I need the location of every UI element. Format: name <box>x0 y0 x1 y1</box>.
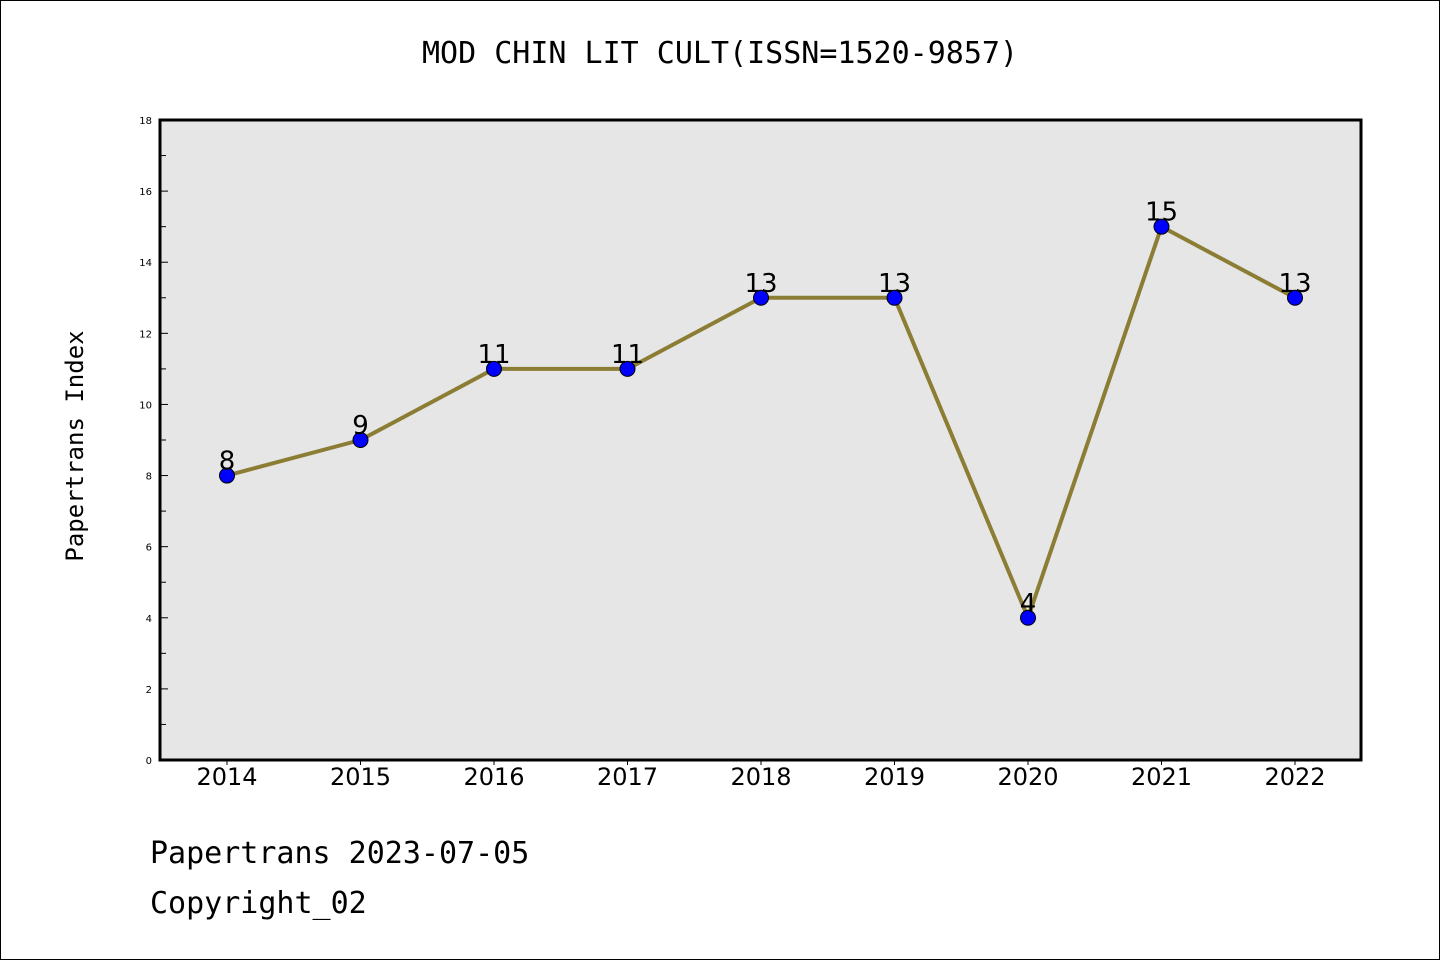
y-tick-label: 2 <box>146 685 152 696</box>
y-tick-label: 4 <box>146 614 152 625</box>
x-tick-label: 2021 <box>1131 763 1192 791</box>
x-tick-label: 2019 <box>864 763 925 791</box>
data-point <box>1153 218 1170 235</box>
data-label: 9 <box>352 411 369 441</box>
data-point <box>219 467 235 484</box>
data-label: 11 <box>611 340 644 370</box>
plot-area <box>160 120 1361 760</box>
data-point <box>753 289 769 306</box>
y-tick-label: 14 <box>139 258 152 269</box>
y-tick-label: 6 <box>146 543 152 554</box>
data-label: 11 <box>477 340 510 370</box>
y-tick-label: 18 <box>139 116 152 127</box>
x-tick-label: 2016 <box>463 763 524 791</box>
x-tick-label: 2015 <box>330 763 391 791</box>
footer-copyright: Copyright_02 <box>150 886 367 921</box>
y-tick-label: 0 <box>146 756 152 767</box>
chart-title: MOD CHIN LIT CULT(ISSN=1520-9857) <box>421 36 1019 71</box>
y-tick-label: 10 <box>139 400 152 411</box>
y-tick-label: 12 <box>139 329 152 340</box>
footer-date: Papertrans 2023-07-05 <box>150 836 530 871</box>
data-point <box>1287 289 1303 306</box>
data-point <box>1020 609 1036 626</box>
y-tick-label: 8 <box>146 472 152 483</box>
data-label: 13 <box>1278 269 1311 299</box>
data-label: 13 <box>744 269 777 299</box>
x-tick-label: 2017 <box>597 763 658 791</box>
data-label: 8 <box>219 447 236 477</box>
data-label: 13 <box>878 269 911 299</box>
x-tick-label: 2022 <box>1264 763 1325 791</box>
x-tick-label: 2020 <box>997 763 1058 791</box>
y-tick-label: 16 <box>139 187 152 198</box>
data-label: 4 <box>1020 589 1037 619</box>
data-label: 15 <box>1145 198 1178 228</box>
x-tick-label: 2014 <box>196 763 257 791</box>
plot-border <box>158 118 1363 762</box>
data-point <box>352 432 369 448</box>
data-point <box>619 360 636 377</box>
data-point <box>886 289 903 306</box>
data-point <box>486 360 502 377</box>
x-tick-label: 2018 <box>730 763 791 791</box>
